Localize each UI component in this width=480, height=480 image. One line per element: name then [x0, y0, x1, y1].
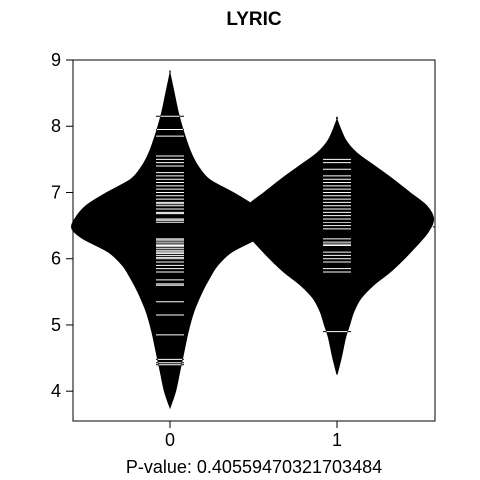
y-axis: 4 5 6 7 8 9	[51, 50, 73, 401]
x-tick-label: 1	[332, 430, 342, 450]
x-tick-label: 0	[165, 430, 175, 450]
y-tick-label: 9	[51, 50, 61, 70]
y-tick-label: 5	[51, 315, 61, 335]
y-tick-label: 7	[51, 182, 61, 202]
mean-lines-layer	[86, 219, 421, 231]
beans-layer	[71, 70, 435, 410]
y-tick-label: 6	[51, 249, 61, 269]
plot-frame	[72, 59, 436, 422]
chart-title: LYRIC	[226, 9, 282, 30]
x-axis-label: P-value: 0.40559470321703484	[126, 457, 382, 477]
y-tick-label: 4	[51, 381, 61, 401]
y-tick-label: 8	[51, 116, 61, 136]
